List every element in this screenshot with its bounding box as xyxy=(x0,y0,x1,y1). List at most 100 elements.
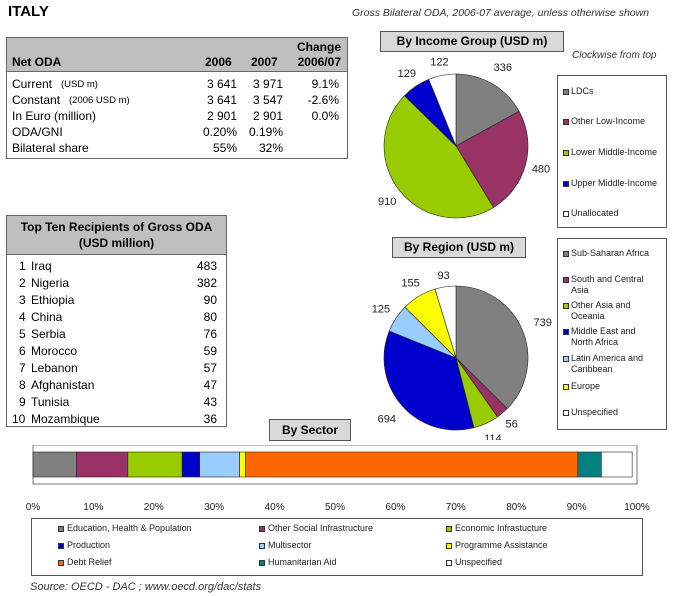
sector-chart-title: By Sector xyxy=(269,419,351,441)
bar-segment-economic-infrastucture xyxy=(127,451,183,478)
net-oda-row-label: In Euro (million) xyxy=(12,109,97,123)
legend-swatch xyxy=(563,277,569,283)
net-oda-value-2007: 32% xyxy=(258,141,283,155)
x-tick-label: 60% xyxy=(385,502,405,513)
legend-label: South and Central xyxy=(571,274,644,284)
x-tick-label: 70% xyxy=(446,502,466,513)
legend-label: Other Social Infrastructure xyxy=(268,523,374,533)
net-oda-row: Bilateral share 55% 32% xyxy=(7,141,347,157)
recipient-row: 2 Nigeria 382 xyxy=(7,276,226,293)
recipient-row: 10 Mozambique 36 xyxy=(7,412,226,429)
net-oda-value-2007: 3 971 xyxy=(252,77,283,91)
change-header-line1: Change xyxy=(296,40,341,54)
bar-segment-education-health-population xyxy=(32,451,77,478)
sector-bar-chart: 0% 10% 20% 30% 40% 50% 60% 70% 80% 90% 100% xyxy=(26,445,650,513)
net-oda-value-2007: 0.19% xyxy=(248,125,283,139)
recipient-row: 6 Morocco 59 xyxy=(7,344,226,361)
net-oda-change: 0.0% xyxy=(311,109,339,123)
net-oda-row: ODA/GNI 0.20% 0.19% xyxy=(7,125,347,141)
country-title: ITALY xyxy=(8,3,49,20)
recipient-name: Serbia xyxy=(31,327,66,341)
pie-value-label: 125 xyxy=(372,303,390,315)
recipient-row: 1 Iraq 483 xyxy=(7,259,226,276)
pie-slice-unallocated xyxy=(428,73,457,147)
recipient-rank: 10 xyxy=(12,412,26,426)
net-oda-change: -2.6% xyxy=(307,93,339,107)
pie-slice-unspecified xyxy=(434,285,457,359)
pie-value-label: 114 xyxy=(484,433,502,440)
pie-slice-other-low-income xyxy=(455,110,529,208)
net-oda-value-2006: 0.20% xyxy=(202,125,237,139)
legend-swatch xyxy=(446,560,452,566)
top-ten-unit: (USD million) xyxy=(78,236,155,250)
recipient-row: 5 Serbia 76 xyxy=(7,327,226,344)
recipient-rank: 6 xyxy=(19,344,26,358)
legend-label: Other Asia and xyxy=(571,300,631,310)
legend-swatch xyxy=(563,329,569,335)
legend-item: Other Low-Income xyxy=(571,116,666,127)
net-oda-value-2006: 2 901 xyxy=(206,109,237,123)
recipient-row: 8 Afghanistan 47 xyxy=(7,378,226,395)
x-tick-label: 20% xyxy=(144,502,164,513)
net-oda-row-unit: (2006 USD m) xyxy=(69,95,130,106)
recipient-rank: 5 xyxy=(19,327,26,341)
income-chart-title: By Income Group (USD m) xyxy=(380,31,564,52)
legend-swatch xyxy=(563,150,569,156)
legend-item: Europe xyxy=(571,381,666,392)
pie-value-label: 739 xyxy=(534,317,552,329)
recipient-name: Mozambique xyxy=(31,412,100,426)
legend-swatch xyxy=(563,410,569,416)
recipient-name: China xyxy=(31,310,63,324)
legend-swatch xyxy=(259,543,265,549)
recipient-name: Afghanistan xyxy=(31,378,95,392)
legend-label: North Africa xyxy=(571,337,619,347)
pie-value-label: 155 xyxy=(401,278,419,290)
net-oda-table: Net ODA 2006 2007 Change 2006/07 Current… xyxy=(6,37,348,159)
net-oda-header: Net ODA 2006 2007 Change 2006/07 xyxy=(7,38,347,72)
x-tick-label: 10% xyxy=(83,502,103,513)
legend-swatch xyxy=(259,526,265,532)
income-pie-chart: 336 480 910 129 122 xyxy=(378,57,550,219)
legend-item: Lower Middle-Income xyxy=(571,147,666,158)
recipient-value: 43 xyxy=(203,395,217,409)
pie-slice-lower-middle-income xyxy=(383,95,494,219)
page-subtitle: Gross Bilateral ODA, 2006-07 average, un… xyxy=(352,7,650,19)
year-2006-header: 2006 xyxy=(205,55,232,69)
pie-value-label: 480 xyxy=(532,164,550,176)
bar-segment-programme-assistance xyxy=(239,451,246,478)
legend-label: Sub-Saharan Africa xyxy=(571,248,650,258)
net-oda-row: In Euro (million) 2 901 2 901 0.0% xyxy=(7,109,347,125)
legend-swatch xyxy=(446,526,452,532)
x-tick-label: 100% xyxy=(624,502,650,513)
net-oda-row: Current (USD m) 3 641 3 971 9.1% xyxy=(7,77,347,93)
recipient-name: Morocco xyxy=(31,344,78,358)
legend-swatch xyxy=(563,251,569,257)
legend-swatch xyxy=(446,543,452,549)
recipient-value: 90 xyxy=(203,293,217,307)
legend-label: Education, Health & Population xyxy=(67,523,192,533)
recipient-rank: 9 xyxy=(19,395,26,409)
recipient-name: Ethiopia xyxy=(31,293,75,307)
region-chart-title: By Region (USD m) xyxy=(392,237,526,258)
legend-item: Sub-Saharan Africa xyxy=(571,248,666,259)
recipient-value: 57 xyxy=(203,361,217,375)
recipient-row: 3 Ethiopia 90 xyxy=(7,293,226,310)
top-ten-table: Top Ten Recipients of Gross ODA (USD mil… xyxy=(6,215,227,427)
legend-label: Asia xyxy=(571,285,589,295)
year-2007-header: 2007 xyxy=(251,55,278,69)
legend-label: LDCs xyxy=(571,86,594,96)
pie-value-label: 129 xyxy=(398,68,416,80)
legend-swatch xyxy=(58,560,64,566)
x-tick-label: 0% xyxy=(26,502,41,513)
legend-label: Economic Infrastucture xyxy=(455,523,548,533)
legend-swatch xyxy=(563,119,569,125)
pie-slice-ldcs xyxy=(455,73,520,147)
net-oda-row: Constant (2006 USD m) 3 641 3 547 -2.6% xyxy=(7,93,347,109)
legend-label: Upper Middle-Income xyxy=(571,178,658,188)
recipient-rank: 1 xyxy=(19,259,26,273)
pie-value-label: 56 xyxy=(505,419,517,431)
pie-slice-sub-saharan-africa xyxy=(455,285,529,410)
top-ten-title: Top Ten Recipients of Gross ODA xyxy=(20,220,213,234)
recipient-name: Lebanon xyxy=(31,361,78,375)
